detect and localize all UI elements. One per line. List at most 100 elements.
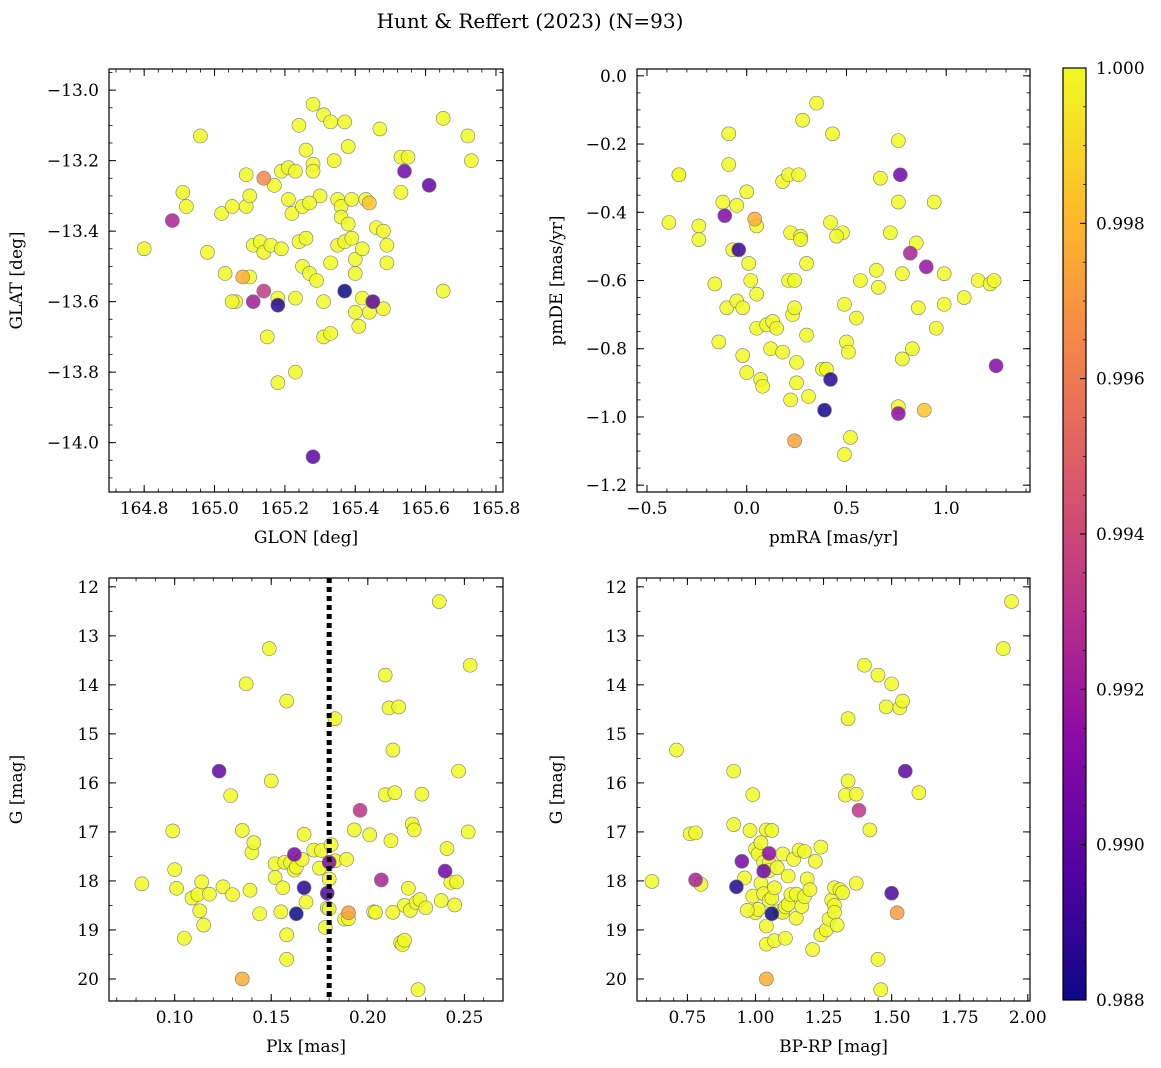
scatter-point [747, 211, 763, 227]
scatter-point [464, 153, 479, 168]
scatter-point [225, 887, 240, 902]
scatter-point [840, 711, 856, 726]
scatter-point [805, 942, 820, 957]
scatter-point [262, 641, 277, 656]
scatter-point [305, 163, 321, 179]
scatter-point [279, 952, 294, 967]
x-tick-label: 0.5 [833, 499, 860, 519]
y-tick-label: −13.0 [47, 81, 99, 101]
scatter-point [344, 230, 360, 246]
scatter-point [337, 283, 352, 299]
scatter-point [279, 693, 294, 709]
y-tick-label: 14 [605, 676, 627, 696]
scatter-point [435, 283, 451, 299]
scatter-point [740, 903, 755, 918]
scatter-point [433, 893, 449, 908]
scatter-point [281, 192, 296, 207]
colorbar-tick-label: 1.000 [1096, 59, 1145, 79]
scatter-point [288, 290, 303, 306]
scatter-point [341, 905, 356, 921]
scatter-point [769, 860, 785, 875]
scatter-point [910, 300, 926, 316]
colorbar-tick-label: 0.992 [1096, 680, 1145, 700]
scatter-point [825, 126, 840, 142]
scatter-point [903, 245, 918, 261]
scatter-point [296, 880, 312, 896]
scatter-point [873, 982, 889, 998]
panel-bprp-gmag: 0.75 1.00 1.25 1.50 1.75 2.00 12 13 14 15 16 17 18 19… [547, 577, 1047, 1057]
scatter-point [853, 273, 868, 288]
scatter-point [707, 276, 723, 292]
scatter-point [437, 863, 453, 879]
scatter-point [165, 823, 181, 839]
x-tick-label: 165.6 [401, 499, 450, 519]
scatter-point [323, 255, 338, 271]
scatter-point [778, 930, 793, 946]
scatter-point [397, 163, 412, 179]
scatter-point [911, 785, 927, 800]
scatter-point [837, 297, 852, 312]
scatter-point [895, 693, 910, 709]
scatter-point [165, 213, 180, 228]
scatter-point [234, 823, 250, 838]
scatter-point [715, 194, 731, 210]
scatter-point [192, 903, 208, 919]
scatter-point [889, 905, 905, 921]
scatter-point [780, 868, 796, 884]
y-axis-label: G [mag] [547, 755, 567, 824]
y-tick-label: 15 [77, 725, 99, 745]
scatter-point [323, 326, 338, 341]
scatter-point [418, 900, 434, 916]
scatter-point [749, 286, 764, 302]
panel-pmra-pmde: −0.5 0.0 0.5 1.0 0.0 −0.2 −0.4 −0.6 −0.8 −1.0 −1.2… [547, 67, 1031, 548]
scatter-point [918, 259, 934, 275]
scatter-point [421, 178, 437, 193]
scatter-point [787, 273, 802, 288]
scatter-point [279, 927, 294, 943]
scatter-point [840, 773, 856, 789]
scatter-point [789, 375, 804, 391]
scatter-point [354, 241, 370, 257]
y-tick-label: 18 [605, 872, 627, 892]
x-axis-label: Plx [mas] [266, 1037, 346, 1057]
scatter-point [305, 96, 321, 112]
scatter-point [884, 885, 899, 901]
scatter-point [288, 364, 303, 380]
scatter-point [849, 310, 864, 326]
x-axis-label: GLON [deg] [254, 528, 358, 548]
plot-frame [636, 577, 1031, 1002]
scatter-point [787, 300, 802, 316]
scatter-point [175, 185, 191, 200]
scatter-point [256, 283, 272, 299]
scatter-point [827, 904, 842, 920]
scatter-point [376, 223, 391, 239]
scatter-point [721, 126, 737, 142]
scatter-point [759, 971, 774, 987]
scatter-point [884, 676, 899, 692]
scatter-point [339, 852, 354, 867]
scatter-point [895, 351, 910, 367]
scatter-point [726, 763, 741, 779]
scatter-point [383, 833, 399, 849]
x-tick-label: 0.25 [445, 1008, 483, 1028]
scatter-point [797, 844, 812, 859]
scatter-point [721, 157, 737, 172]
scatter-points [661, 95, 1004, 462]
scatter-point [275, 880, 291, 896]
scatter-point [368, 904, 383, 920]
x-tick-label: 1.0 [933, 499, 960, 519]
scatter-point [340, 216, 356, 232]
scatter-point [296, 827, 312, 842]
scatter-point [460, 128, 476, 144]
scatter-point [734, 854, 750, 869]
scatter-point [873, 170, 888, 186]
scatter-point [393, 185, 409, 200]
scatter-point [202, 886, 217, 902]
x-ticks: 0.75 1.00 1.25 1.50 1.75 2.00 [646, 578, 1047, 1028]
scatter-point [298, 894, 314, 910]
scatter-point [799, 327, 814, 343]
x-tick-label: 0.75 [668, 1008, 706, 1028]
x-tick-label: 165.0 [190, 499, 239, 519]
y-tick-label: 0.0 [600, 67, 627, 87]
